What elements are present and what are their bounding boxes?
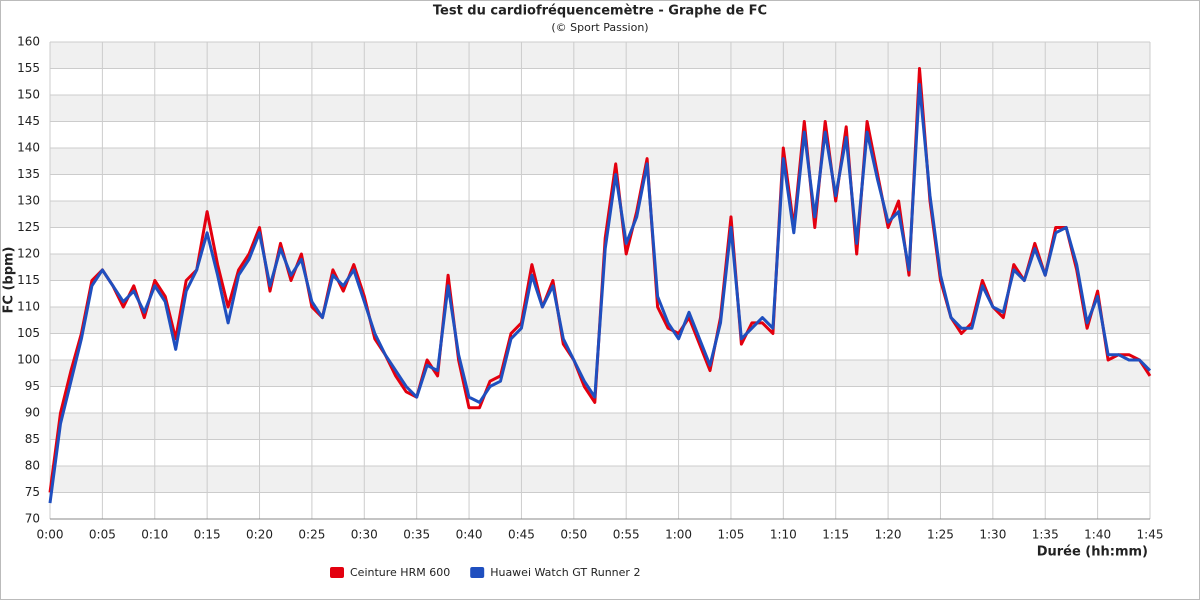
x-tick-label: 1:35 [1032,528,1059,542]
x-tick-label: 0:05 [89,528,116,542]
y-tick-label: 75 [25,485,40,499]
y-tick-label: 145 [17,114,40,128]
y-axis-label: FC (bpm) [2,247,17,314]
y-tick-label: 85 [25,432,40,446]
y-tick-label: 110 [17,300,40,314]
x-tick-label: 1:00 [665,528,692,542]
x-tick-label: 1:10 [770,528,797,542]
x-tick-label: 0:35 [403,528,430,542]
x-tick-label: 0:50 [560,528,587,542]
x-tick-label: 0:15 [194,528,221,542]
x-tick-label: 0:55 [613,528,640,542]
y-tick-label: 115 [17,273,40,287]
series-line [48,82,1152,504]
y-tick-label: 70 [25,512,40,526]
x-axis-label: Durée (hh:mm) [1037,545,1148,560]
x-tick-label: 1:25 [927,528,954,542]
x-tick-label: 1:30 [979,528,1006,542]
grid-band [50,148,1150,175]
grid-band [50,466,1150,493]
legend-label: Ceinture HRM 600 [350,566,450,579]
y-tick-label: 135 [17,167,40,181]
chart-title: Test du cardiofréquencemètre - Graphe de… [433,4,767,19]
legend-swatch [470,567,485,578]
legend-label: Huawei Watch GT Runner 2 [490,566,640,579]
grid-band [50,360,1150,387]
y-tick-label: 95 [25,379,40,393]
x-tick-label: 1:45 [1137,528,1164,542]
x-tick-label: 0:00 [37,528,64,542]
grid-band [50,95,1150,122]
x-tick-label: 1:40 [1084,528,1111,542]
grid-band [50,254,1150,281]
y-tick-label: 155 [17,61,40,75]
x-tick-label: 0:30 [351,528,378,542]
grid-band [50,413,1150,440]
y-tick-label: 80 [25,459,40,473]
x-tick-label: 0:20 [246,528,273,542]
legend-swatch [330,567,344,578]
grid-band [50,201,1150,228]
y-tick-label: 105 [17,326,40,340]
y-tick-label: 150 [17,88,40,102]
y-tick-label: 125 [17,220,40,234]
x-tick-label: 0:40 [456,528,483,542]
y-tick-label: 140 [17,141,40,155]
y-tick-label: 160 [17,35,40,49]
x-tick-label: 0:45 [508,528,535,542]
chart-subtitle: (© Sport Passion) [551,21,648,34]
grid-band [50,42,1150,69]
x-tick-label: 1:15 [822,528,849,542]
x-tick-label: 1:20 [875,528,902,542]
y-tick-label: 100 [17,353,40,367]
y-tick-label: 90 [25,406,40,420]
x-tick-label: 0:10 [141,528,168,542]
y-tick-label: 120 [17,247,40,261]
x-tick-label: 0:25 [298,528,325,542]
x-tick-label: 1:05 [717,528,744,542]
y-tick-label: 130 [17,194,40,208]
